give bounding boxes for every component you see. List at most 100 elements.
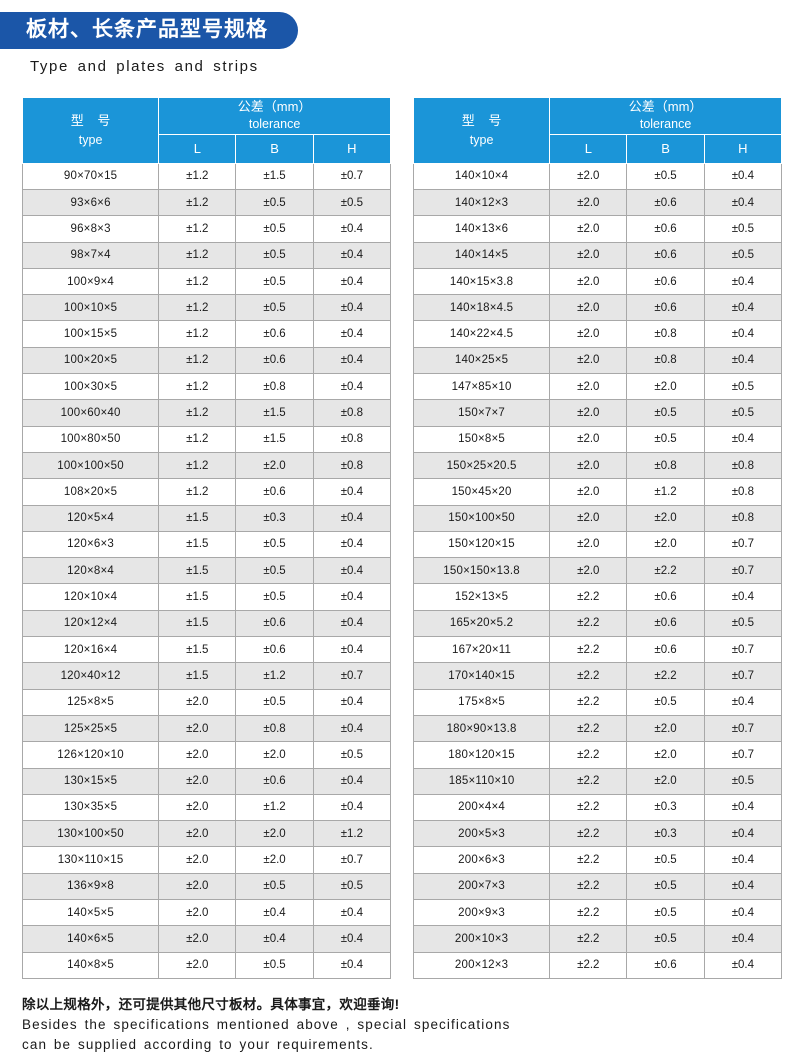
table-row: 120×16×4 ±1.5 ±0.6 ±0.4 <box>21 636 392 664</box>
header-col-b-left: B <box>235 133 314 164</box>
cell-type: 140×15×3.8 <box>412 267 551 296</box>
header-type-en: type <box>469 132 494 147</box>
cell-l: ±2.2 <box>549 872 628 901</box>
cell-b: ±2.0 <box>626 767 705 795</box>
cell-type: 120×5×4 <box>21 504 160 532</box>
cell-l: ±2.0 <box>158 714 237 743</box>
cell-type: 165×20×5.2 <box>412 609 551 638</box>
cell-h: ±0.4 <box>703 898 783 927</box>
cell-h: ±0.4 <box>703 320 783 348</box>
cell-l: ±2.2 <box>549 741 628 769</box>
cell-l: ±2.2 <box>549 636 628 664</box>
table-row: 180×90×13.8 ±2.2 ±2.0 ±0.7 <box>412 714 783 743</box>
cell-h: ±0.4 <box>703 162 783 190</box>
header-col-l-right: L <box>549 133 628 164</box>
table-row: 150×100×50 ±2.0 ±2.0 ±0.8 <box>412 504 783 532</box>
table-row: 200×10×3 ±2.2 ±0.5 ±0.4 <box>412 925 783 953</box>
cell-l: ±2.0 <box>549 188 628 217</box>
cell-b: ±0.5 <box>626 688 705 716</box>
cell-type: 150×25×20.5 <box>412 451 551 480</box>
cell-l: ±2.0 <box>549 215 628 243</box>
table-head-left: 型 号 type 公差（mm） tolerance L B H <box>21 97 392 164</box>
table-row: 150×8×5 ±2.0 ±0.5 ±0.4 <box>412 425 783 453</box>
cell-l: ±1.2 <box>158 215 237 243</box>
cell-b: ±2.0 <box>626 373 705 401</box>
cell-b: ±0.5 <box>235 557 314 585</box>
cell-type: 120×8×4 <box>21 557 160 585</box>
cell-l: ±2.2 <box>549 688 628 716</box>
table-row: 152×13×5 ±2.2 ±0.6 ±0.4 <box>412 583 783 611</box>
table-row: 100×80×50 ±1.2 ±1.5 ±0.8 <box>21 425 392 453</box>
cell-l: ±2.0 <box>549 399 628 427</box>
table-row: 140×25×5 ±2.0 ±0.8 ±0.4 <box>412 346 783 375</box>
cell-l: ±1.2 <box>158 399 237 427</box>
cell-b: ±0.6 <box>235 346 314 375</box>
cell-l: ±2.0 <box>158 741 237 769</box>
cell-b: ±0.6 <box>626 951 705 979</box>
cell-type: 125×8×5 <box>21 688 160 716</box>
table-row: 147×85×10 ±2.0 ±2.0 ±0.5 <box>412 373 783 401</box>
footer-note-en-line1: Besides the specifications mentioned abo… <box>22 1017 511 1033</box>
cell-h: ±0.8 <box>312 451 392 480</box>
cell-b: ±0.5 <box>235 872 314 901</box>
cell-type: 136×9×8 <box>21 872 160 901</box>
page-title-banner: 板材、长条产品型号规格 <box>0 12 298 49</box>
cell-type: 152×13×5 <box>412 583 551 611</box>
cell-b: ±0.5 <box>235 688 314 716</box>
cell-h: ±0.5 <box>703 609 783 638</box>
cell-h: ±0.4 <box>312 951 392 979</box>
cell-type: 200×9×3 <box>412 898 551 927</box>
cell-type: 140×6×5 <box>21 925 160 953</box>
cell-type: 147×85×10 <box>412 373 551 401</box>
cell-l: ±2.0 <box>549 425 628 453</box>
header-tolerance-en: tolerance <box>248 117 301 132</box>
cell-type: 120×40×12 <box>21 662 160 690</box>
cell-h: ±0.4 <box>312 714 392 743</box>
cell-l: ±2.0 <box>549 451 628 480</box>
cell-b: ±0.4 <box>235 925 314 953</box>
cell-h: ±0.4 <box>312 636 392 664</box>
cell-h: ±0.7 <box>703 557 783 585</box>
cell-h: ±0.4 <box>703 583 783 611</box>
table-row: 120×10×4 ±1.5 ±0.5 ±0.4 <box>21 583 392 611</box>
cell-h: ±0.4 <box>312 583 392 611</box>
cell-h: ±0.5 <box>312 741 392 769</box>
cell-type: 200×6×3 <box>412 846 551 874</box>
cell-h: ±0.7 <box>703 741 783 769</box>
cell-h: ±0.7 <box>312 662 392 690</box>
table-row: 200×7×3 ±2.2 ±0.5 ±0.4 <box>412 872 783 901</box>
cell-b: ±1.5 <box>235 399 314 427</box>
cell-type: 150×7×7 <box>412 399 551 427</box>
cell-type: 120×12×4 <box>21 609 160 638</box>
table-head-right: 型 号 type 公差（mm） tolerance L B H <box>412 97 783 164</box>
spec-table-left-block: 型 号 type 公差（mm） tolerance L B H 90×70×15… <box>21 97 392 979</box>
table-row: 180×120×15 ±2.2 ±2.0 ±0.7 <box>412 741 783 769</box>
table-row: 150×25×20.5 ±2.0 ±0.8 ±0.8 <box>412 451 783 480</box>
table-row: 140×8×5 ±2.0 ±0.5 ±0.4 <box>21 951 392 979</box>
cell-b: ±0.5 <box>626 162 705 190</box>
cell-l: ±1.5 <box>158 662 237 690</box>
table-row: 100×10×5 ±1.2 ±0.5 ±0.4 <box>21 294 392 322</box>
cell-l: ±2.2 <box>549 951 628 979</box>
cell-h: ±0.4 <box>703 925 783 953</box>
cell-b: ±0.5 <box>235 294 314 322</box>
cell-l: ±2.0 <box>158 793 237 822</box>
cell-type: 150×8×5 <box>412 425 551 453</box>
cell-type: 140×14×5 <box>412 241 551 269</box>
cell-h: ±0.4 <box>312 504 392 532</box>
cell-b: ±2.0 <box>626 504 705 532</box>
header-tolerance-cn: 公差（mm） <box>237 99 312 114</box>
cell-l: ±2.0 <box>158 925 237 953</box>
cell-h: ±0.5 <box>312 188 392 217</box>
table-row: 140×12×3 ±2.0 ±0.6 ±0.4 <box>412 188 783 217</box>
cell-l: ±1.2 <box>158 241 237 269</box>
table-row: 130×100×50 ±2.0 ±2.0 ±1.2 <box>21 820 392 848</box>
cell-h: ±0.4 <box>312 320 392 348</box>
cell-type: 100×30×5 <box>21 373 160 401</box>
table-row: 150×120×15 ±2.0 ±2.0 ±0.7 <box>412 530 783 559</box>
cell-b: ±0.6 <box>626 188 705 217</box>
header-type-left: 型 号 type <box>21 97 160 164</box>
cell-h: ±1.2 <box>312 820 392 848</box>
cell-h: ±0.4 <box>312 241 392 269</box>
cell-h: ±0.4 <box>703 846 783 874</box>
